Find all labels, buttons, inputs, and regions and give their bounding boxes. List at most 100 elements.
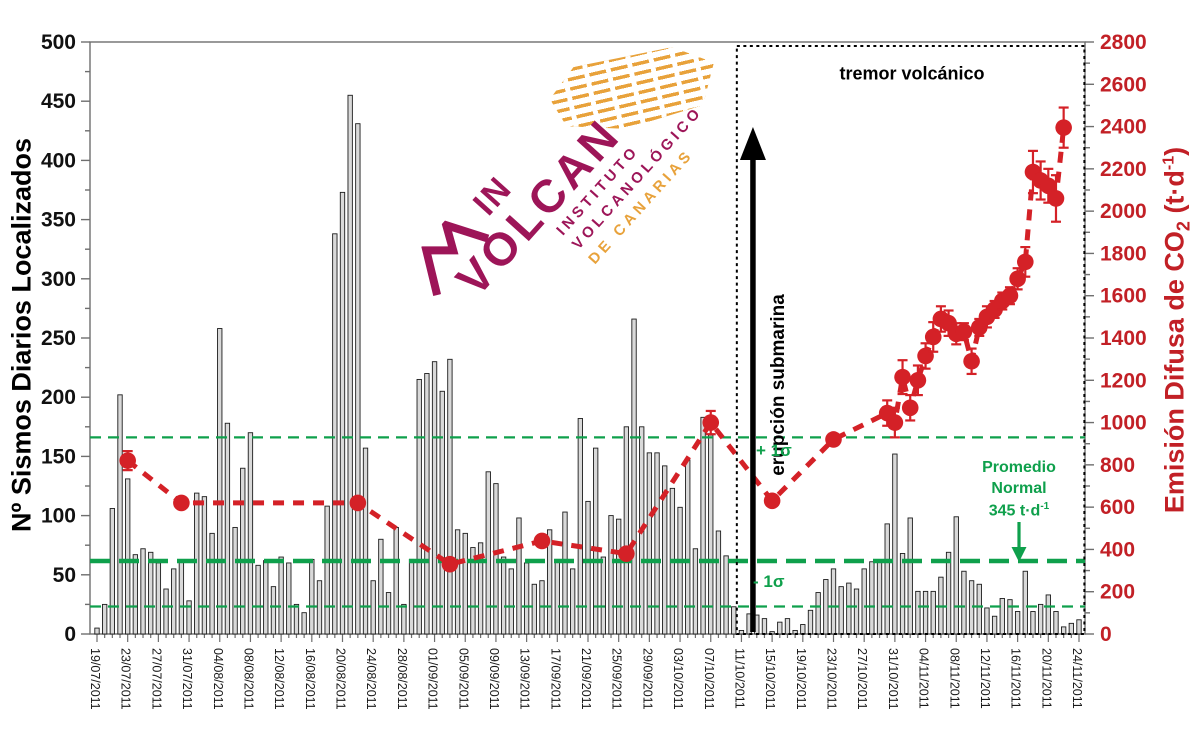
co2-point bbox=[618, 545, 635, 562]
co2-point bbox=[886, 414, 904, 431]
co2-point bbox=[894, 368, 911, 386]
svg-text:200: 200 bbox=[41, 386, 76, 409]
svg-text:1000: 1000 bbox=[1100, 412, 1147, 435]
svg-text:500: 500 bbox=[41, 31, 76, 54]
co2-point bbox=[349, 494, 367, 512]
bar bbox=[876, 561, 883, 635]
bar bbox=[915, 590, 921, 635]
promedio-value: 345 t·d bbox=[988, 502, 1041, 520]
co2-point bbox=[825, 431, 842, 448]
bar bbox=[945, 551, 952, 635]
svg-text:27/07/2011: 27/07/2011 bbox=[149, 648, 163, 710]
bar bbox=[163, 588, 169, 635]
bar bbox=[976, 583, 982, 635]
svg-text:20/11/2011: 20/11/2011 bbox=[1039, 648, 1053, 709]
bar bbox=[117, 394, 123, 635]
bar bbox=[677, 506, 683, 635]
svg-text:05/09/2011: 05/09/2011 bbox=[456, 648, 470, 710]
svg-text:15/10/2011: 15/10/2011 bbox=[763, 648, 777, 710]
co2-point bbox=[924, 328, 942, 346]
svg-text:300: 300 bbox=[41, 268, 76, 291]
svg-text:19/07/2011: 19/07/2011 bbox=[88, 648, 102, 710]
co2-point bbox=[1016, 253, 1034, 271]
bar bbox=[692, 548, 699, 635]
bar bbox=[738, 629, 745, 635]
bar bbox=[1007, 599, 1013, 635]
svg-text:24/08/2011: 24/08/2011 bbox=[364, 648, 378, 710]
co2-point bbox=[909, 371, 927, 389]
bar bbox=[316, 580, 323, 635]
bar bbox=[255, 564, 261, 635]
bar bbox=[546, 529, 553, 635]
bar bbox=[232, 526, 238, 635]
svg-text:400: 400 bbox=[1100, 538, 1135, 561]
svg-text:450: 450 bbox=[41, 90, 76, 113]
bar bbox=[1014, 611, 1021, 635]
bar bbox=[94, 627, 100, 635]
svg-text:800: 800 bbox=[1100, 454, 1135, 477]
bar bbox=[631, 318, 637, 635]
promedio-arrow bbox=[1011, 522, 1027, 562]
bar bbox=[439, 390, 445, 635]
svg-text:08/08/2011: 08/08/2011 bbox=[241, 648, 255, 710]
bar bbox=[991, 615, 998, 635]
bar bbox=[224, 422, 231, 635]
bar bbox=[347, 94, 353, 635]
svg-text:31/07/2011: 31/07/2011 bbox=[180, 648, 194, 710]
svg-text:21/09/2011: 21/09/2011 bbox=[579, 648, 593, 710]
right-axis-title: Emisión Difusa de CO2 (t·d-1) bbox=[1159, 147, 1194, 513]
bar bbox=[309, 558, 315, 635]
svg-text:09/09/2011: 09/09/2011 bbox=[487, 648, 501, 710]
bar bbox=[769, 631, 775, 635]
svg-text:50: 50 bbox=[53, 564, 76, 587]
bar bbox=[470, 547, 476, 635]
svg-text:0: 0 bbox=[64, 623, 76, 646]
tremor-label: tremor volcánico bbox=[839, 63, 985, 84]
promedio-line2: Normal bbox=[991, 479, 1047, 497]
svg-text:23/07/2011: 23/07/2011 bbox=[119, 648, 133, 710]
co2-point bbox=[1047, 190, 1065, 207]
bar bbox=[922, 590, 929, 635]
bar bbox=[194, 492, 200, 635]
bar bbox=[1022, 570, 1028, 635]
bar bbox=[125, 478, 131, 635]
svg-text:27/10/2011: 27/10/2011 bbox=[855, 648, 869, 710]
svg-text:1200: 1200 bbox=[1100, 369, 1147, 392]
minus-sigma-label: - 1σ bbox=[753, 572, 785, 591]
svg-text:150: 150 bbox=[41, 445, 76, 468]
bar bbox=[807, 609, 814, 635]
bar bbox=[899, 553, 906, 635]
svg-text:2200: 2200 bbox=[1100, 158, 1147, 181]
bar bbox=[171, 568, 177, 635]
svg-text:31/10/2011: 31/10/2011 bbox=[886, 648, 900, 710]
bar bbox=[731, 606, 737, 635]
svg-text:350: 350 bbox=[41, 209, 76, 232]
bar bbox=[800, 624, 806, 635]
bar bbox=[508, 568, 514, 635]
bar bbox=[140, 548, 146, 635]
bar bbox=[884, 523, 890, 635]
bar bbox=[362, 447, 369, 635]
co2-point bbox=[1001, 287, 1019, 305]
bar bbox=[1076, 619, 1082, 635]
bar bbox=[600, 556, 606, 635]
bar bbox=[646, 452, 653, 635]
svg-text:200: 200 bbox=[1100, 581, 1135, 604]
bar bbox=[700, 416, 706, 635]
reference-lines bbox=[90, 436, 1085, 608]
bar bbox=[715, 530, 722, 635]
bar bbox=[562, 511, 568, 635]
bar bbox=[155, 562, 162, 635]
co2-point bbox=[1009, 270, 1026, 288]
svg-text:28/08/2011: 28/08/2011 bbox=[395, 648, 409, 710]
svg-text:04/08/2011: 04/08/2011 bbox=[211, 648, 225, 710]
bar bbox=[332, 233, 338, 635]
svg-text:400: 400 bbox=[41, 149, 76, 172]
co2-point bbox=[901, 399, 919, 417]
bar bbox=[370, 580, 376, 635]
bar bbox=[531, 583, 537, 635]
bar bbox=[761, 618, 768, 635]
svg-text:17/09/2011: 17/09/2011 bbox=[548, 648, 562, 710]
right-axis-title-mid: (t·d bbox=[1159, 170, 1190, 222]
bar bbox=[815, 592, 821, 635]
